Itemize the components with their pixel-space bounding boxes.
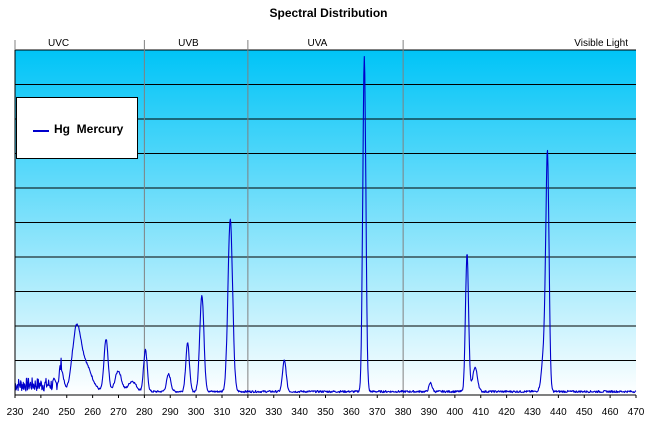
region-dividers (14, 40, 404, 395)
x-tick-label: 410 (472, 407, 489, 418)
x-tick-label: 360 (343, 407, 360, 418)
x-tick-label: 320 (240, 407, 257, 418)
x-tick-label: 400 (447, 407, 464, 418)
legend-label: Hg Mercury (54, 122, 124, 136)
x-tick-label: 460 (602, 407, 619, 418)
x-tick-label: 280 (136, 407, 153, 418)
x-tick-label: 380 (395, 407, 412, 418)
x-tick-label: 350 (317, 407, 334, 418)
x-tick-label: 290 (162, 407, 179, 418)
region-label: UVB (178, 38, 199, 49)
x-tick-label: 240 (33, 407, 50, 418)
region-labels: UVC UVB UVA Visible Light (48, 38, 628, 49)
legend: Hg Mercury (16, 97, 138, 159)
x-tick-label: 370 (369, 407, 386, 418)
x-tick-label: 440 (550, 407, 567, 418)
chart-title: Spectral Distribution (269, 6, 388, 20)
x-tick-label: 310 (214, 407, 231, 418)
x-tick-label: 300 (188, 407, 205, 418)
x-tick-label: 450 (576, 407, 593, 418)
x-tick-label: 390 (421, 407, 438, 418)
x-tick-label: 430 (524, 407, 541, 418)
series-line (14, 55, 637, 394)
region-label: UVA (308, 38, 328, 49)
x-tick-label: 250 (58, 407, 75, 418)
x-tick-label: 230 (7, 407, 24, 418)
x-tick-label: 340 (291, 407, 308, 418)
gridlines (15, 49, 636, 361)
region-label: UVC (48, 38, 69, 49)
x-tick-label: 260 (84, 407, 101, 418)
region-label: Visible Light (574, 38, 628, 49)
x-tick-label: 270 (110, 407, 127, 418)
x-tick-label: 420 (498, 407, 515, 418)
x-tick-label: 330 (265, 407, 282, 418)
x-ticks: 230 240 250 260 270 280 290 300 310 320 330 340 350 3… (7, 395, 645, 418)
x-tick-label: 470 (628, 407, 645, 418)
series-layer (14, 55, 637, 394)
legend-swatch (33, 130, 49, 132)
